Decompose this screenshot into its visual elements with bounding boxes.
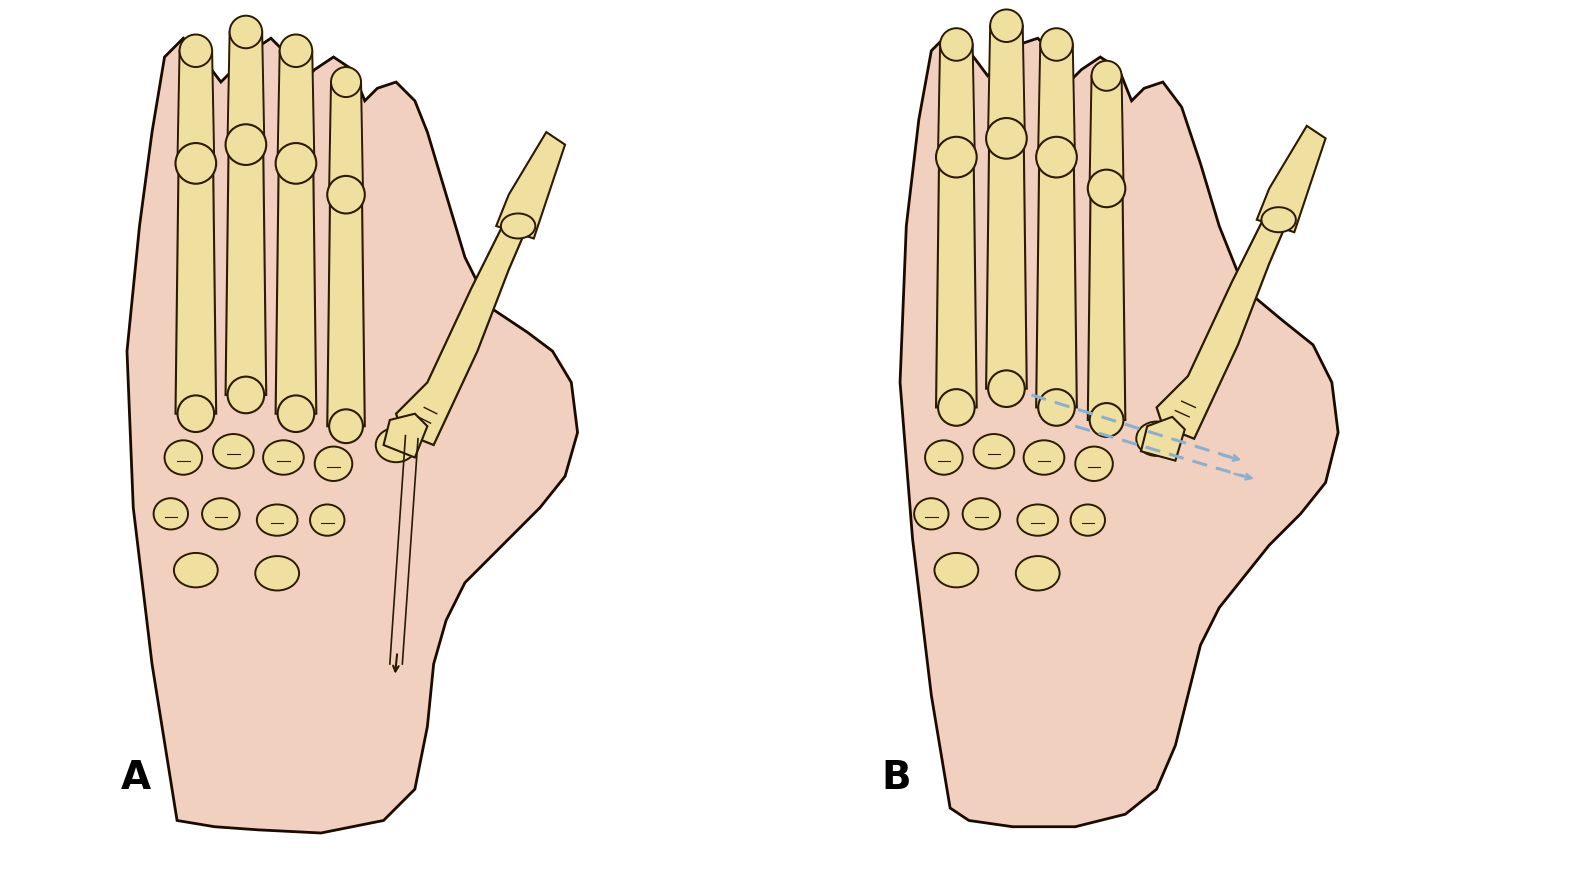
Ellipse shape (257, 505, 298, 536)
Circle shape (328, 176, 364, 214)
Polygon shape (1088, 189, 1125, 420)
Polygon shape (900, 32, 1338, 827)
Polygon shape (127, 38, 578, 833)
Polygon shape (276, 164, 317, 414)
Polygon shape (987, 138, 1026, 389)
Ellipse shape (174, 553, 217, 587)
Ellipse shape (925, 441, 963, 474)
Circle shape (276, 143, 317, 183)
Ellipse shape (263, 441, 304, 474)
Circle shape (990, 10, 1023, 42)
Circle shape (331, 67, 361, 97)
Circle shape (225, 125, 266, 165)
Polygon shape (176, 164, 215, 414)
Ellipse shape (315, 447, 352, 481)
Circle shape (1091, 61, 1121, 91)
Polygon shape (1140, 417, 1185, 461)
Ellipse shape (375, 428, 417, 462)
Polygon shape (1090, 76, 1123, 182)
Ellipse shape (212, 434, 253, 468)
Polygon shape (1036, 158, 1077, 408)
Polygon shape (328, 195, 364, 426)
Ellipse shape (1015, 556, 1060, 590)
Polygon shape (396, 214, 527, 445)
Polygon shape (496, 132, 565, 239)
Circle shape (988, 370, 1025, 407)
Ellipse shape (165, 441, 203, 474)
Circle shape (277, 395, 314, 432)
Ellipse shape (1071, 505, 1106, 536)
Circle shape (179, 35, 212, 67)
Polygon shape (383, 414, 428, 457)
Polygon shape (936, 158, 977, 408)
Ellipse shape (310, 505, 344, 536)
Circle shape (230, 16, 263, 48)
Polygon shape (228, 32, 265, 138)
Text: A: A (120, 759, 150, 797)
Circle shape (936, 137, 977, 177)
Ellipse shape (255, 556, 299, 590)
Polygon shape (277, 51, 314, 158)
Polygon shape (938, 44, 974, 151)
Ellipse shape (963, 498, 1000, 530)
Ellipse shape (1023, 441, 1064, 474)
Ellipse shape (935, 553, 979, 587)
Ellipse shape (1017, 505, 1058, 536)
Polygon shape (329, 82, 363, 189)
Circle shape (1088, 170, 1125, 207)
Ellipse shape (1076, 447, 1114, 481)
Polygon shape (177, 51, 214, 158)
Circle shape (938, 389, 974, 425)
Ellipse shape (914, 498, 949, 530)
Ellipse shape (154, 498, 188, 530)
Circle shape (1036, 137, 1077, 177)
Text: B: B (881, 759, 911, 797)
Circle shape (1090, 403, 1123, 437)
Ellipse shape (1136, 422, 1177, 456)
Polygon shape (988, 26, 1025, 132)
Ellipse shape (1261, 207, 1296, 232)
Ellipse shape (203, 498, 239, 530)
Ellipse shape (974, 434, 1014, 468)
Circle shape (177, 395, 214, 432)
Polygon shape (1256, 125, 1326, 232)
Circle shape (1041, 28, 1072, 61)
Circle shape (329, 409, 363, 443)
Polygon shape (1038, 44, 1076, 151)
Circle shape (176, 143, 215, 183)
Circle shape (939, 28, 973, 61)
Circle shape (228, 376, 265, 413)
Ellipse shape (501, 214, 535, 239)
Circle shape (280, 35, 312, 67)
Circle shape (1038, 389, 1076, 425)
Polygon shape (1156, 207, 1288, 439)
Polygon shape (225, 144, 266, 395)
Circle shape (987, 118, 1026, 158)
